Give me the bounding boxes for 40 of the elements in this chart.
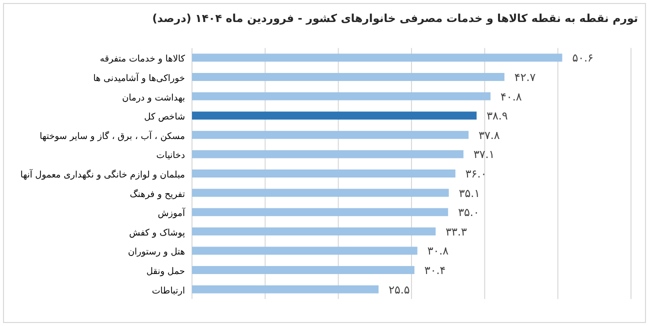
y-tick-label: آموزش [158, 207, 186, 220]
bar [192, 266, 414, 274]
bar [192, 54, 562, 62]
y-tick-label: ارتباطات [152, 286, 185, 296]
bar [192, 112, 477, 120]
y-tick-label: حمل ونقل [146, 267, 185, 278]
bar [192, 92, 491, 100]
y-tick-label: بهداشت و درمان [122, 93, 185, 104]
data-label: ۳۸.۹ [486, 110, 508, 123]
y-tick-label: شاخص کل [144, 112, 185, 123]
y-tick-label: تفریح و فرهنگ [130, 188, 186, 200]
bar [192, 170, 456, 178]
data-label: ۴۲.۷ [514, 70, 536, 84]
data-label: ۳۵.۰ [458, 206, 480, 220]
bar [192, 72, 504, 81]
y-tick-label: پوشاک و کفش [129, 228, 186, 238]
y-tick-label: هتل و رستوران [128, 248, 186, 258]
y-tick-label: مبلمان و لوازم خانگی و نگهداری معمول آنها [20, 168, 186, 180]
data-label: ۴۰.۸ [500, 90, 522, 104]
data-label: ۳۵.۱ [458, 186, 480, 200]
bar [192, 188, 449, 197]
data-label: ۵۰.۶ [572, 52, 594, 65]
y-tick-label: کالاها و خدمات متفرقه [100, 54, 186, 65]
bar [192, 150, 464, 158]
chart-title: تورم نقطه به نقطه کالاها و خدمات مصرفی خانوارهای کشور - فروردین ماه ۱۴۰۴ (درصد) [152, 12, 638, 25]
bar [192, 285, 379, 294]
y-tick-label: مسکن ، آب ، برق ، گاز و سایر سوختها [40, 130, 186, 142]
bar [192, 246, 418, 255]
data-label: ۳۶.۰ [465, 168, 487, 180]
data-label: ۳۷.۱ [473, 148, 495, 162]
data-label: ۳۰.۴ [424, 264, 446, 278]
data-label: ۲۵.۵ [388, 283, 410, 296]
bar [192, 130, 469, 139]
bar [192, 208, 448, 216]
bar [192, 227, 436, 236]
y-tick-label: دخانیات [156, 151, 185, 162]
y-tick-label: خوراکی‌ها و آشامیدنی ها [93, 72, 185, 84]
data-label: ۳۰.۸ [427, 244, 449, 258]
data-label: ۳۷.۸ [478, 128, 500, 142]
data-label: ۳۳.۳ [446, 225, 467, 238]
